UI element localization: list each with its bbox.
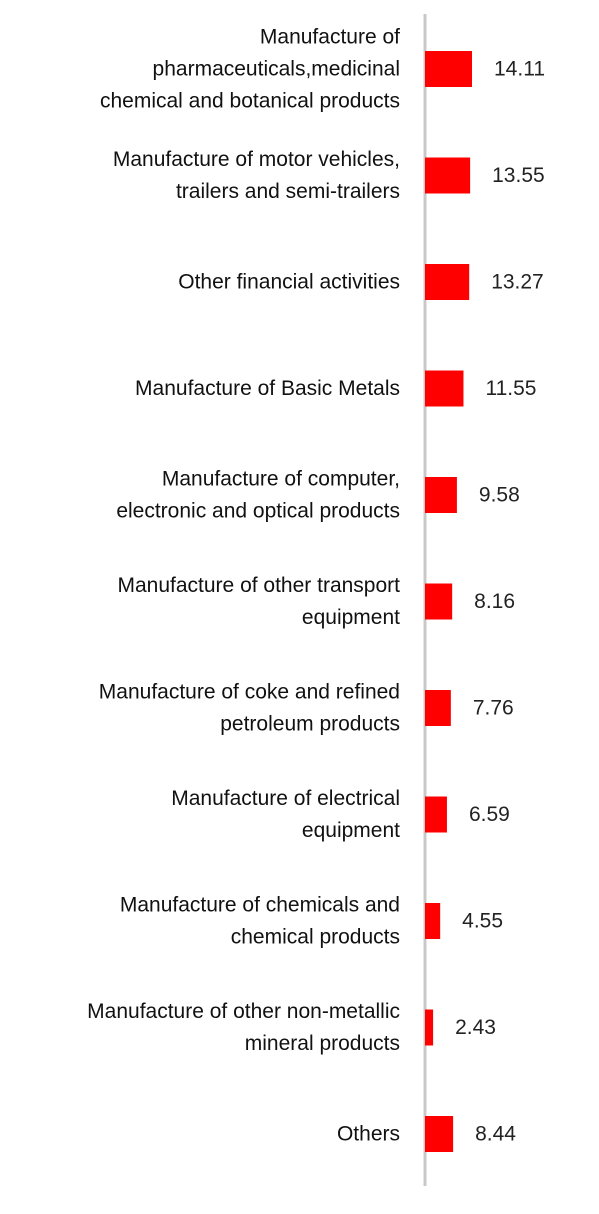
bar-value-label: 13.27 xyxy=(491,271,544,294)
category-label: Others xyxy=(337,1123,400,1146)
bar-value-label: 8.44 xyxy=(475,1123,516,1146)
category-label: Manufacture of other non-metallic mineral… xyxy=(87,1000,400,1055)
category-label-line: Manufacture of chemicals and xyxy=(120,894,400,917)
category-label-line: Manufacture of other transport xyxy=(118,574,401,597)
category-label-line: Other financial activities xyxy=(178,271,400,294)
category-label-line: chemical and botanical products xyxy=(100,90,400,113)
bar-value-label: 14.11 xyxy=(494,58,545,81)
category-label-line: Others xyxy=(337,1123,400,1146)
bars-group xyxy=(425,51,472,1152)
category-label-line: trailers and semi-trailers xyxy=(176,180,400,203)
bar-value-label: 8.16 xyxy=(474,590,515,613)
category-label-line: Manufacture of electrical xyxy=(171,787,400,810)
bar xyxy=(425,370,464,407)
bar-value-label: 9.58 xyxy=(479,484,520,507)
bar-value-label: 4.55 xyxy=(462,910,503,933)
bar xyxy=(425,1009,434,1046)
bar-value-label: 11.55 xyxy=(485,377,536,400)
bar-value-label: 2.43 xyxy=(455,1016,496,1039)
bar-value-label: 13.55 xyxy=(492,164,545,187)
category-label-line: petroleum products xyxy=(220,713,400,736)
category-label-line: mineral products xyxy=(245,1032,400,1055)
bar xyxy=(425,583,453,620)
category-label: Manufacture of pharmaceuticals,medicinal c… xyxy=(100,26,400,113)
bar xyxy=(425,157,471,194)
category-label-line: Manufacture of motor vehicles, xyxy=(113,148,400,171)
bar-value-label: 6.59 xyxy=(469,803,510,826)
category-label: Manufacture of Basic Metals xyxy=(135,377,400,400)
bar xyxy=(425,796,447,833)
category-label: Manufacture of computer, electronic and o… xyxy=(116,468,400,523)
category-label-line: Manufacture of other non-metallic xyxy=(87,1000,400,1023)
category-label: Other financial activities xyxy=(178,271,400,294)
category-label-line: chemical products xyxy=(231,926,400,949)
bar xyxy=(425,1116,454,1152)
category-label: Manufacture of motor vehicles, trailers a… xyxy=(113,148,400,203)
category-label: Manufacture of other transport equipment xyxy=(118,574,401,629)
category-labels-group: Manufacture of pharmaceuticals,medicinal c… xyxy=(87,26,400,1146)
category-label-line: electronic and optical products xyxy=(116,500,400,523)
category-label-line: equipment xyxy=(302,819,400,842)
category-label: Manufacture of chemicals and chemical pro… xyxy=(120,894,400,949)
category-label-line: Manufacture of computer, xyxy=(162,468,400,491)
value-labels-group: 14.11 13.55 13.27 11.55 9.58 8.16 7.76 6.59 4.55… xyxy=(455,58,545,1146)
bar xyxy=(425,51,472,87)
bar xyxy=(425,690,451,726)
category-label-line: Manufacture of xyxy=(260,26,400,49)
category-label-line: Manufacture of Basic Metals xyxy=(135,377,400,400)
bar xyxy=(425,903,441,939)
bar xyxy=(425,264,470,300)
bar xyxy=(425,477,457,513)
category-label-line: Manufacture of coke and refined xyxy=(99,681,400,704)
category-label: Manufacture of electrical equipment xyxy=(171,787,400,842)
category-label-line: pharmaceuticals,medicinal xyxy=(153,58,400,81)
bar-value-label: 7.76 xyxy=(473,697,514,720)
category-label-line: equipment xyxy=(302,606,400,629)
category-label: Manufacture of coke and refined petroleum… xyxy=(99,681,400,736)
